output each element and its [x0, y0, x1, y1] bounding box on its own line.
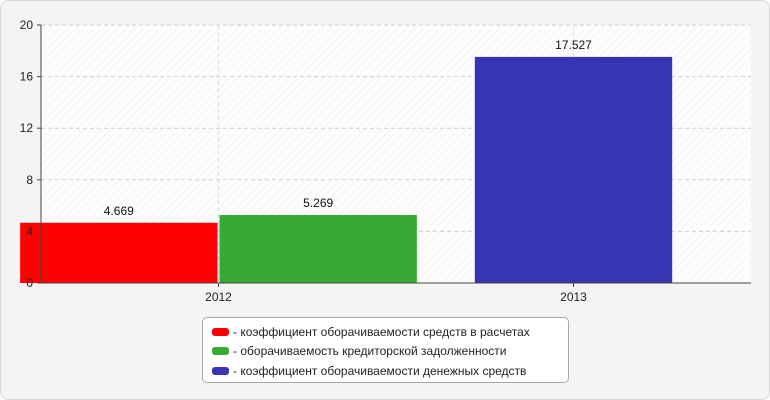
y-tick-label: 8	[26, 173, 33, 187]
bar	[219, 215, 417, 283]
legend-prefix: -	[233, 363, 241, 378]
legend-label: коэффициент оборачиваемости средств в ра…	[240, 324, 530, 339]
legend-swatch-red	[212, 327, 229, 336]
legend-item: - оборачиваемость кредиторской задолженн…	[212, 342, 568, 362]
legend-item: - коэффициент оборачиваемости денежных с…	[212, 361, 568, 381]
y-tick-label: 4	[26, 224, 33, 238]
y-tick-label: 0	[26, 276, 33, 290]
bar	[474, 56, 673, 283]
y-tick-label: 12	[20, 121, 34, 135]
legend-label: оборачиваемость кредиторской задолженнос…	[240, 344, 507, 359]
bar-value-label: 17.527	[555, 38, 592, 52]
y-tick-label: 20	[20, 18, 34, 32]
bar-value-label: 5.269	[303, 196, 333, 210]
x-tick-label: 2012	[205, 290, 232, 304]
legend-swatch-blue	[212, 366, 229, 375]
y-tick-label: 16	[20, 70, 34, 84]
legend-item: - коэффициент оборачиваемости средств в …	[212, 322, 568, 342]
legend: - коэффициент оборачиваемости средств в …	[202, 317, 569, 383]
bar-value-label: 4.669	[104, 204, 134, 218]
legend-label: коэффициент оборачиваемости денежных сре…	[240, 363, 527, 378]
legend-swatch-green	[212, 347, 229, 356]
bar	[20, 222, 218, 283]
legend-prefix: -	[233, 324, 241, 339]
legend-prefix: -	[233, 344, 241, 359]
x-tick-label: 2013	[560, 290, 587, 304]
